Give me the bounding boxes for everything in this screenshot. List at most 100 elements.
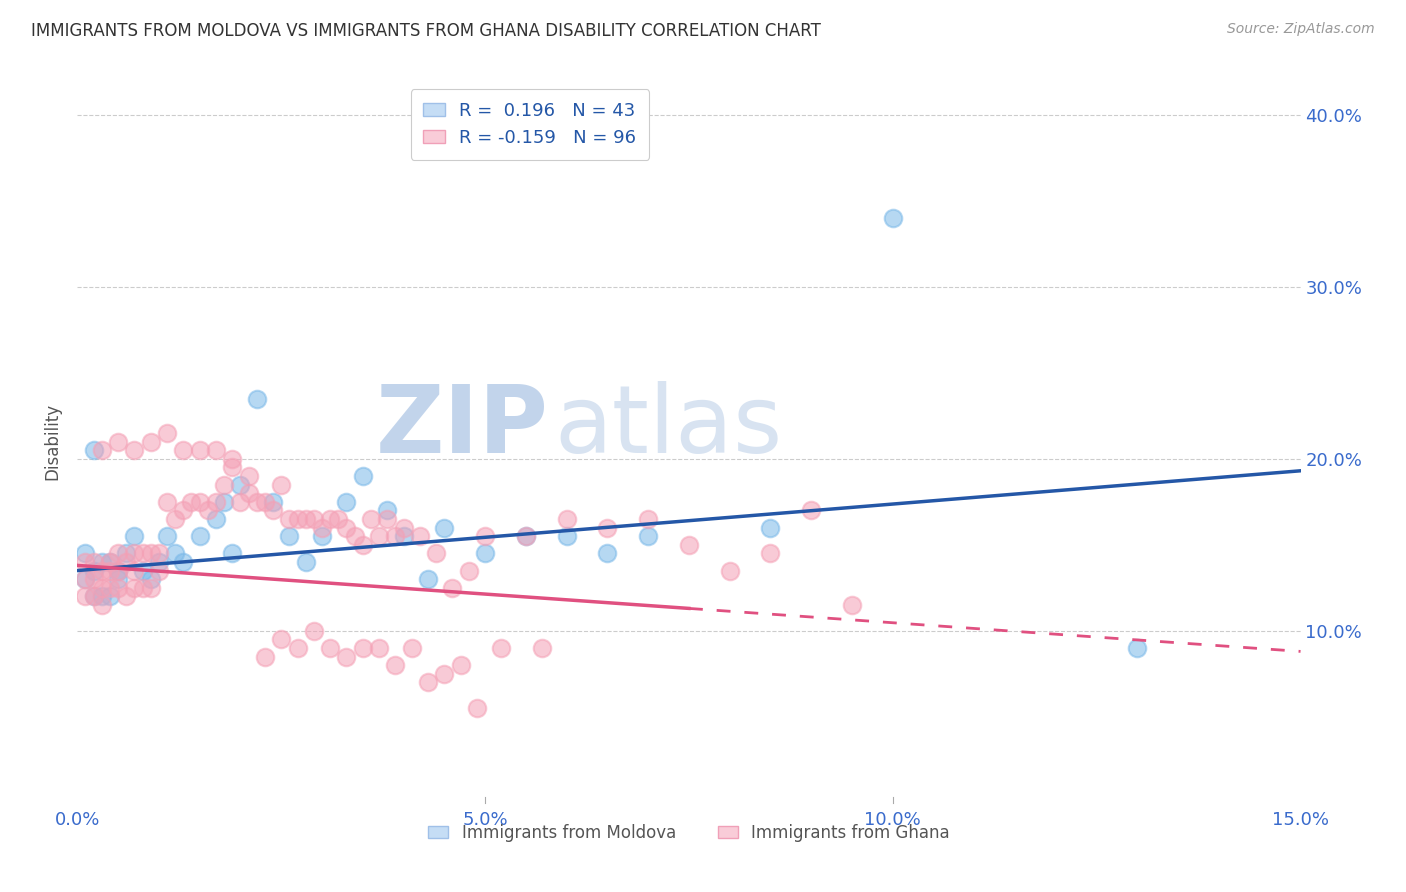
Point <box>425 546 447 560</box>
Point <box>221 546 243 560</box>
Point <box>375 512 398 526</box>
Point <box>328 512 350 526</box>
Point <box>401 640 423 655</box>
Point <box>335 494 357 508</box>
Point <box>115 546 138 560</box>
Point <box>392 520 415 534</box>
Point <box>759 546 782 560</box>
Point <box>287 512 309 526</box>
Point <box>188 494 211 508</box>
Point <box>139 434 162 449</box>
Point <box>98 555 121 569</box>
Point <box>131 581 153 595</box>
Point <box>131 546 153 560</box>
Point <box>253 494 276 508</box>
Point <box>115 555 138 569</box>
Point <box>107 546 129 560</box>
Point <box>188 529 211 543</box>
Point <box>596 520 619 534</box>
Point <box>287 640 309 655</box>
Point <box>319 512 342 526</box>
Point <box>124 564 146 578</box>
Point <box>83 590 105 604</box>
Point <box>229 477 252 491</box>
Point <box>205 443 228 458</box>
Point <box>221 460 243 475</box>
Point <box>98 555 121 569</box>
Point <box>115 590 138 604</box>
Point <box>465 701 488 715</box>
Point <box>270 477 292 491</box>
Point <box>107 581 129 595</box>
Point <box>335 649 357 664</box>
Point <box>384 658 406 673</box>
Point <box>172 443 194 458</box>
Text: atlas: atlas <box>554 381 783 473</box>
Point <box>555 512 578 526</box>
Text: Source: ZipAtlas.com: Source: ZipAtlas.com <box>1227 22 1375 37</box>
Point <box>882 211 904 225</box>
Point <box>319 640 342 655</box>
Text: IMMIGRANTS FROM MOLDOVA VS IMMIGRANTS FROM GHANA DISABILITY CORRELATION CHART: IMMIGRANTS FROM MOLDOVA VS IMMIGRANTS FR… <box>31 22 821 40</box>
Point <box>718 564 741 578</box>
Point <box>75 546 97 560</box>
Point <box>139 581 162 595</box>
Point <box>131 564 153 578</box>
Point <box>311 520 333 534</box>
Point <box>83 572 105 586</box>
Point <box>246 494 269 508</box>
Point <box>83 564 105 578</box>
Point <box>205 494 228 508</box>
Point <box>83 555 105 569</box>
Point <box>156 529 179 543</box>
Point <box>678 538 700 552</box>
Point <box>384 529 406 543</box>
Point <box>515 529 537 543</box>
Point <box>107 434 129 449</box>
Point <box>262 494 284 508</box>
Point <box>416 675 439 690</box>
Point <box>474 529 496 543</box>
Point <box>637 529 659 543</box>
Point <box>302 512 325 526</box>
Point <box>172 555 194 569</box>
Point <box>107 572 129 586</box>
Point <box>188 443 211 458</box>
Point <box>156 425 179 440</box>
Point <box>98 590 121 604</box>
Point <box>450 658 472 673</box>
Point <box>83 590 105 604</box>
Point <box>83 443 105 458</box>
Point <box>90 555 112 569</box>
Point <box>205 512 228 526</box>
Point <box>368 529 391 543</box>
Point <box>107 564 129 578</box>
Point <box>262 503 284 517</box>
Point <box>392 529 415 543</box>
Point <box>229 494 252 508</box>
Point <box>124 581 146 595</box>
Point <box>165 512 187 526</box>
Point <box>75 590 97 604</box>
Text: ZIP: ZIP <box>375 381 548 473</box>
Point <box>278 529 301 543</box>
Point <box>139 572 162 586</box>
Point <box>172 503 194 517</box>
Point <box>90 598 112 612</box>
Point <box>238 469 260 483</box>
Point <box>441 581 464 595</box>
Point <box>637 512 659 526</box>
Point <box>596 546 619 560</box>
Point <box>343 529 366 543</box>
Point <box>124 529 146 543</box>
Point <box>90 581 112 595</box>
Point <box>474 546 496 560</box>
Point <box>90 443 112 458</box>
Point <box>156 494 179 508</box>
Point <box>148 564 170 578</box>
Point <box>515 529 537 543</box>
Point <box>139 546 162 560</box>
Point <box>294 512 316 526</box>
Point <box>212 494 235 508</box>
Point <box>352 469 374 483</box>
